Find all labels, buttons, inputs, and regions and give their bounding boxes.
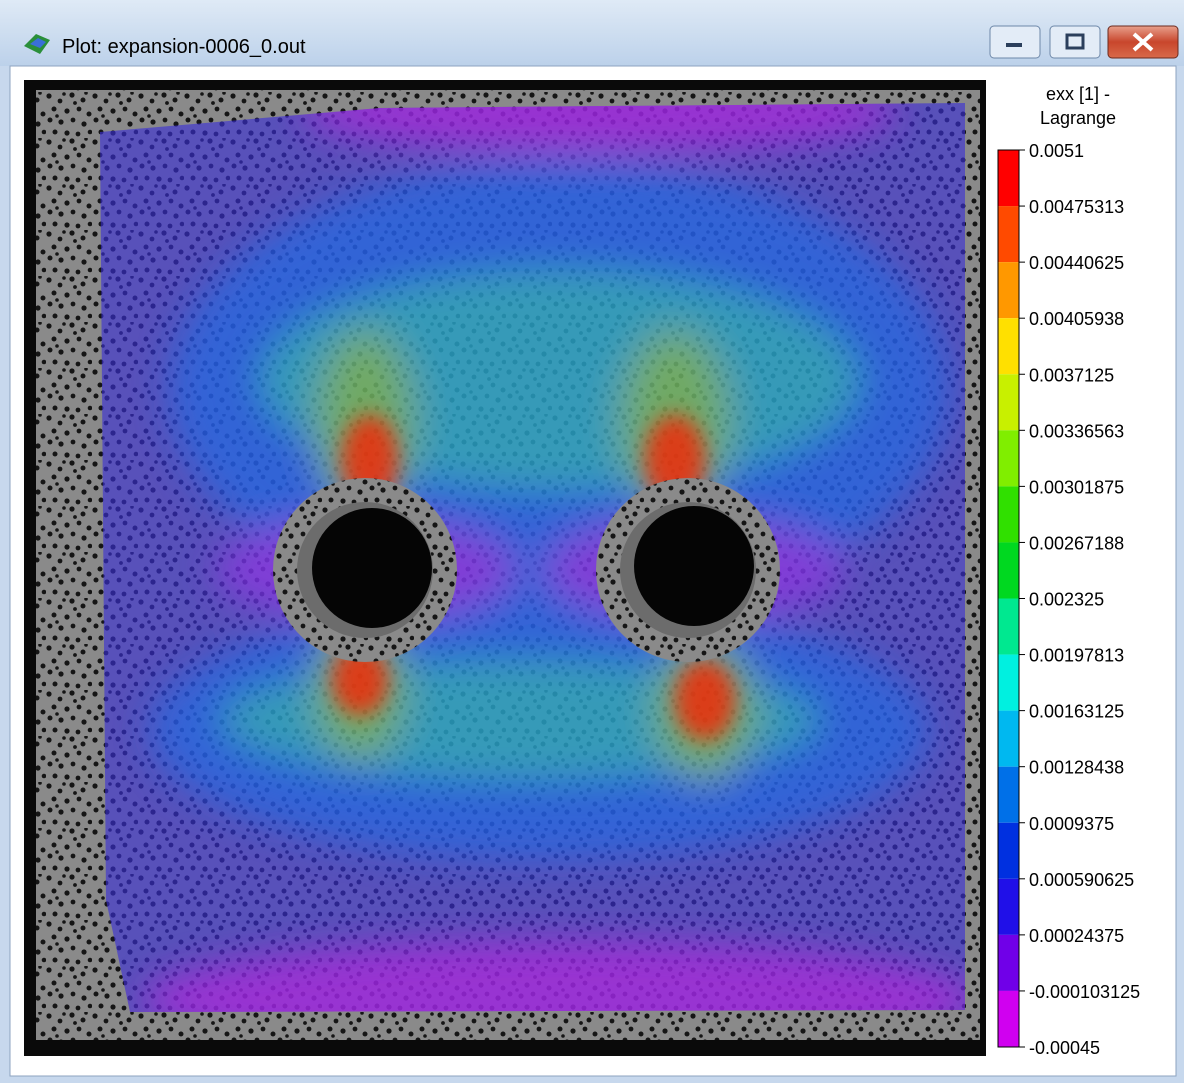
colorbar-tick-label: 0.00440625 — [1029, 253, 1124, 273]
colorbar-tick-label: 0.000590625 — [1029, 870, 1134, 890]
colorbar-tick-label: 0.00128438 — [1029, 758, 1124, 778]
colorbar-band — [998, 934, 1019, 991]
colorbar-band — [998, 598, 1019, 655]
colorbar-tick-label: 0.00301875 — [1029, 477, 1124, 497]
colorbar-title: exx [1] - — [1046, 84, 1110, 104]
colorbar-band — [998, 430, 1019, 487]
colorbar-band — [998, 822, 1019, 879]
colorbar-band — [998, 990, 1019, 1047]
colorbar-band — [998, 262, 1019, 319]
colorbar-tick-label: 0.00475313 — [1029, 197, 1124, 217]
colorbar: 0.0051 0.00475313 0.00440625 0.00405938 0.00… — [997, 141, 1140, 1058]
colorbar-tick-label: -0.00045 — [1029, 1038, 1100, 1058]
minimize-button[interactable] — [989, 25, 1041, 59]
colorbar-tick-label: 0.0051 — [1029, 141, 1084, 161]
colorbar-tick-label: 0.002325 — [1029, 590, 1104, 610]
colorbar-band — [998, 766, 1019, 823]
colorbar-tick-label: 0.0009375 — [1029, 814, 1114, 834]
specimen-image — [24, 80, 986, 1056]
close-button[interactable] — [1107, 25, 1179, 59]
colorbar-band — [998, 486, 1019, 543]
colorbar-band — [998, 654, 1019, 711]
title-bar — [0, 0, 1184, 66]
colorbar-tick-label: 0.00024375 — [1029, 926, 1124, 946]
colorbar-band — [998, 318, 1019, 375]
colorbar-band — [998, 710, 1019, 767]
colorbar-tick-label: 0.00405938 — [1029, 309, 1124, 329]
colorbar-tick-label: 0.00336563 — [1029, 421, 1124, 441]
maximize-button[interactable] — [1049, 25, 1101, 59]
colorbar-tick-label: 0.0037125 — [1029, 365, 1114, 385]
colorbar-band — [998, 150, 1019, 207]
colorbar-band — [998, 542, 1019, 599]
window-title: Plot: expansion-0006_0.out — [62, 36, 306, 58]
colorbar-tick-label: 0.00267188 — [1029, 533, 1124, 553]
app-icon — [24, 34, 50, 54]
colorbar-tick-label: 0.00163125 — [1029, 702, 1124, 722]
colorbar-band — [998, 374, 1019, 431]
colorbar-band — [998, 206, 1019, 263]
colorbar-title: Lagrange — [1040, 108, 1116, 128]
colorbar-band — [998, 878, 1019, 935]
colorbar-tick-label: -0.000103125 — [1029, 982, 1140, 1002]
colorbar-tick-label: 0.00197813 — [1029, 646, 1124, 666]
